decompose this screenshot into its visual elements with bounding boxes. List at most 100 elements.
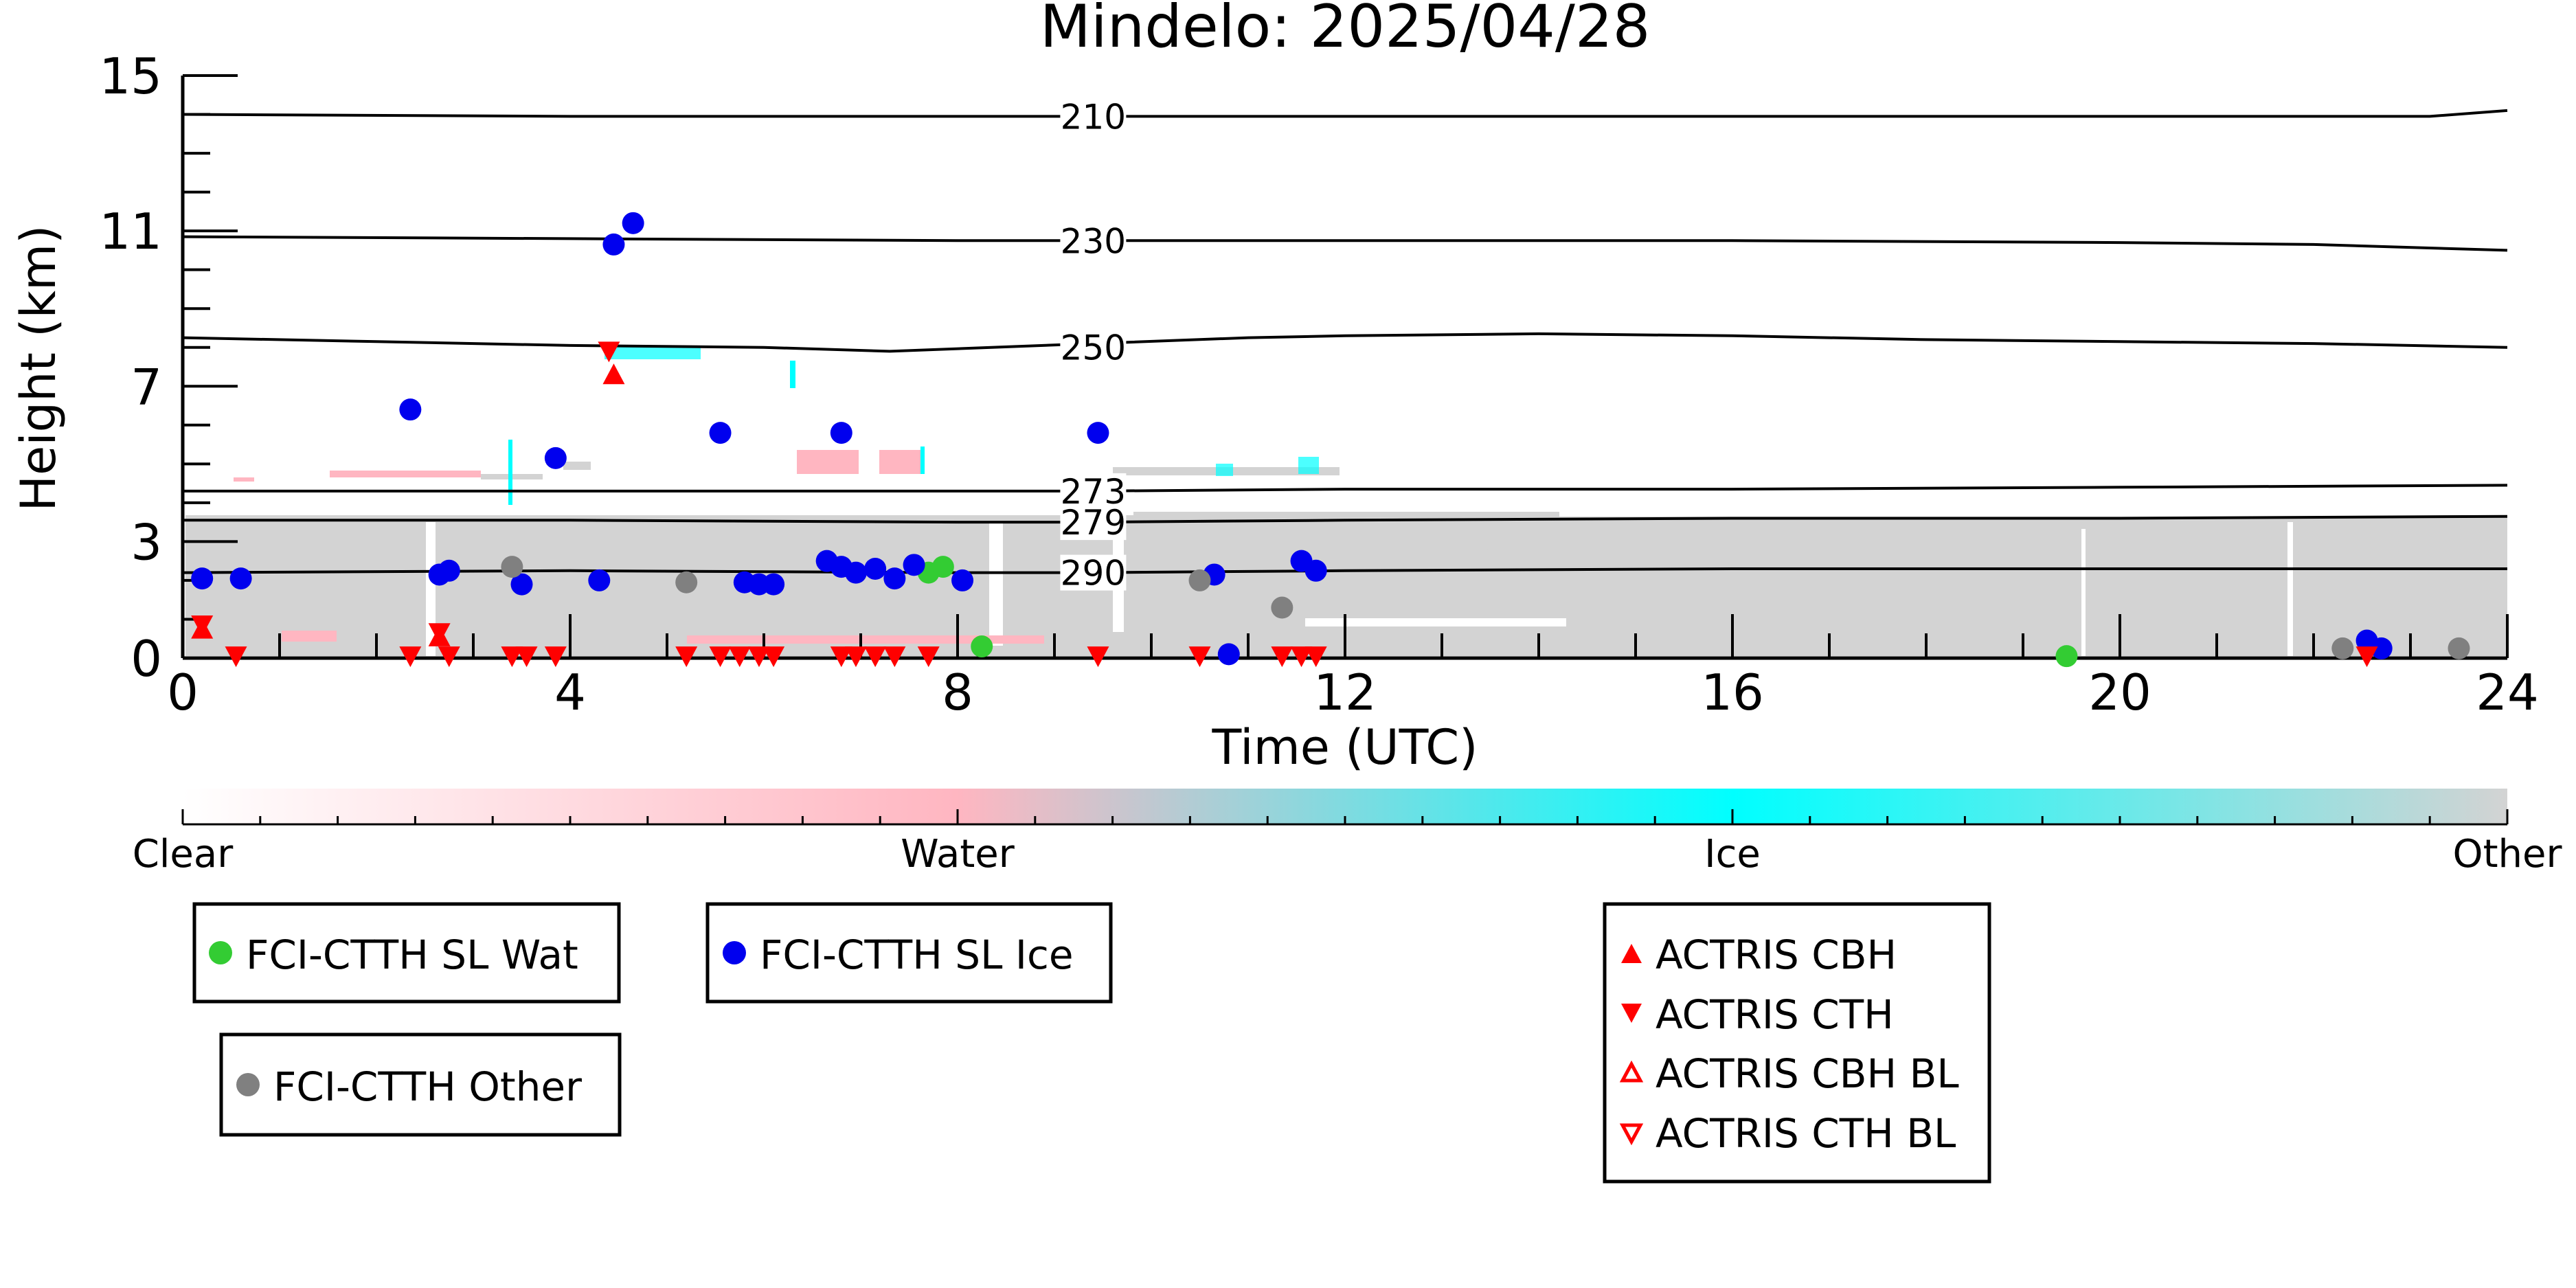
fci-ctth-other-point: [2448, 637, 2470, 659]
y-tick-label: 7: [131, 358, 162, 416]
legend-other-marker: [236, 1073, 260, 1096]
x-tick-label: 16: [1701, 664, 1764, 721]
actris-cth-point: [1188, 646, 1211, 668]
isotherm-line-273: [183, 484, 2508, 493]
actris-cth-point: [515, 646, 538, 668]
isotherm-label-bg-273: [1060, 473, 1127, 509]
fci-ctth-sl-ice-point: [544, 447, 567, 469]
fci-ctth-other-point: [675, 571, 698, 594]
legend-wat-label: FCI-CTTH SL Wat: [246, 931, 578, 978]
fci-ctth-sl-ice-point: [844, 561, 867, 584]
actris-cbh-point: [602, 363, 625, 385]
y-tick-label: 15: [99, 47, 162, 105]
x-tick-label: 8: [942, 664, 973, 721]
ice-streak-6: [1298, 457, 1319, 474]
actris-cth-point: [917, 646, 940, 668]
fci-ctth-sl-wat-point: [2055, 645, 2078, 668]
fci-ctth-other-point: [1188, 569, 1211, 591]
fci-ctth-sl-ice-point: [602, 233, 625, 256]
actris-cth-point: [598, 341, 620, 363]
fci-ctth-sl-ice-point: [438, 559, 460, 582]
cloud-low-clear: [1305, 618, 1566, 626]
ice-streak-5: [1216, 464, 1233, 476]
actris-cth-point: [728, 646, 751, 668]
fci-ctth-other-point: [2331, 637, 2354, 659]
isotherm-label-250: 250: [1061, 328, 1126, 368]
actris-cth-point: [883, 646, 906, 668]
ice-streak-1: [508, 440, 512, 505]
fci-ctth-sl-ice-point: [510, 573, 533, 596]
isotherm-label-210: 210: [1061, 97, 1126, 137]
colorbar-label-other: Other: [2452, 832, 2562, 877]
fci-ctth-sl-ice-point: [2370, 637, 2393, 659]
colorbar-label-ice: Ice: [1704, 832, 1761, 877]
isotherm-label-bg-279: [1060, 504, 1127, 541]
legend-cth-bl-label: ACTRIS CTH BL: [1656, 1110, 1956, 1157]
actris-cth-point: [1304, 646, 1327, 668]
fci-ctth-sl-wat-point: [971, 635, 993, 658]
actris-cth-point: [864, 646, 887, 668]
fci-ctth-other-point: [501, 556, 523, 578]
fci-ctth-sl-ice-point: [864, 557, 887, 580]
ice-streak-4: [920, 447, 925, 474]
fci-ctth-sl-ice-point: [709, 422, 732, 444]
x-tick-label: 4: [554, 664, 586, 721]
data-points: [191, 212, 2470, 668]
chart-title: Mindelo: 2025/04/28: [1040, 0, 1651, 61]
actris-cth-point: [501, 646, 523, 668]
fci-ctth-sl-wat-point: [931, 556, 954, 578]
ice-streak-3: [790, 361, 795, 388]
classification-field: [185, 347, 2507, 659]
legend-other-label: FCI-CTTH Other: [273, 1063, 582, 1110]
x-tick-label: 0: [167, 664, 199, 721]
legend-ice-marker: [723, 941, 746, 964]
cloud-field-main: [185, 515, 1133, 656]
y-tick-label: 11: [99, 203, 162, 260]
actris-cth-point: [762, 646, 785, 668]
legend-actris: ACTRIS CBH ACTRIS CTH ACTRIS CBH BL ACTR…: [1603, 902, 1991, 1184]
water-band-6: [879, 450, 920, 474]
colorbar-label-water: Water: [901, 832, 1015, 877]
x-tick-label: 24: [2476, 664, 2539, 721]
legend-cth-bl-marker: [1619, 1123, 1644, 1146]
actris-cth-point: [428, 623, 451, 644]
y-axis-label: Height (km): [10, 225, 67, 512]
isotherm-line-279: [183, 515, 2508, 524]
legend-wat-marker: [209, 941, 232, 964]
legend-cth-marker: [1621, 1004, 1642, 1023]
water-band-2: [330, 471, 481, 477]
cloud-field-right: [1559, 517, 2507, 656]
isotherm-label-bg-210: [1060, 98, 1127, 135]
axes: 0 3 7 11 15 0 4 8 12 16 20 24: [99, 47, 2538, 721]
isotherm-label-279: 279: [1061, 503, 1126, 543]
fci-ctth-sl-ice-point: [951, 569, 974, 591]
water-band-4: [563, 462, 591, 470]
fci-ctth-sl-ice-point: [830, 422, 852, 444]
cloud-gap-4: [2287, 522, 2293, 659]
cloud-gap-5: [2081, 529, 2086, 659]
x-tick-label: 12: [1313, 664, 1377, 721]
isotherm-line-250: [182, 332, 2508, 353]
actris-cth-point: [709, 646, 732, 668]
y-tick-label: 0: [131, 630, 162, 688]
actris-cth-point: [438, 646, 460, 668]
actris-cth-point: [844, 646, 867, 668]
actris-cth-point: [191, 615, 214, 636]
actris-cth-point: [399, 646, 422, 668]
colorbar-label-clear: Clear: [133, 832, 234, 877]
isotherm-label-bg-230: [1060, 223, 1127, 259]
isotherm-label-290: 290: [1061, 554, 1126, 594]
fci-ctth-sl-ice-point: [883, 567, 906, 590]
actris-cth-point: [830, 646, 852, 668]
legend-cbh-marker: [1621, 944, 1642, 963]
y-tick-label: 3: [131, 513, 162, 571]
legend-cth-label: ACTRIS CTH: [1656, 991, 1894, 1038]
colorbar-ticks: [181, 809, 2509, 826]
legend-ice-label: FCI-CTTH SL Ice: [760, 931, 1074, 978]
fci-ctth-sl-ice-point: [588, 569, 611, 591]
fci-ctth-sl-ice-point: [1304, 559, 1327, 582]
legend-wat: FCI-CTTH SL Wat: [192, 902, 621, 1004]
ice-streak-2: [605, 347, 701, 359]
